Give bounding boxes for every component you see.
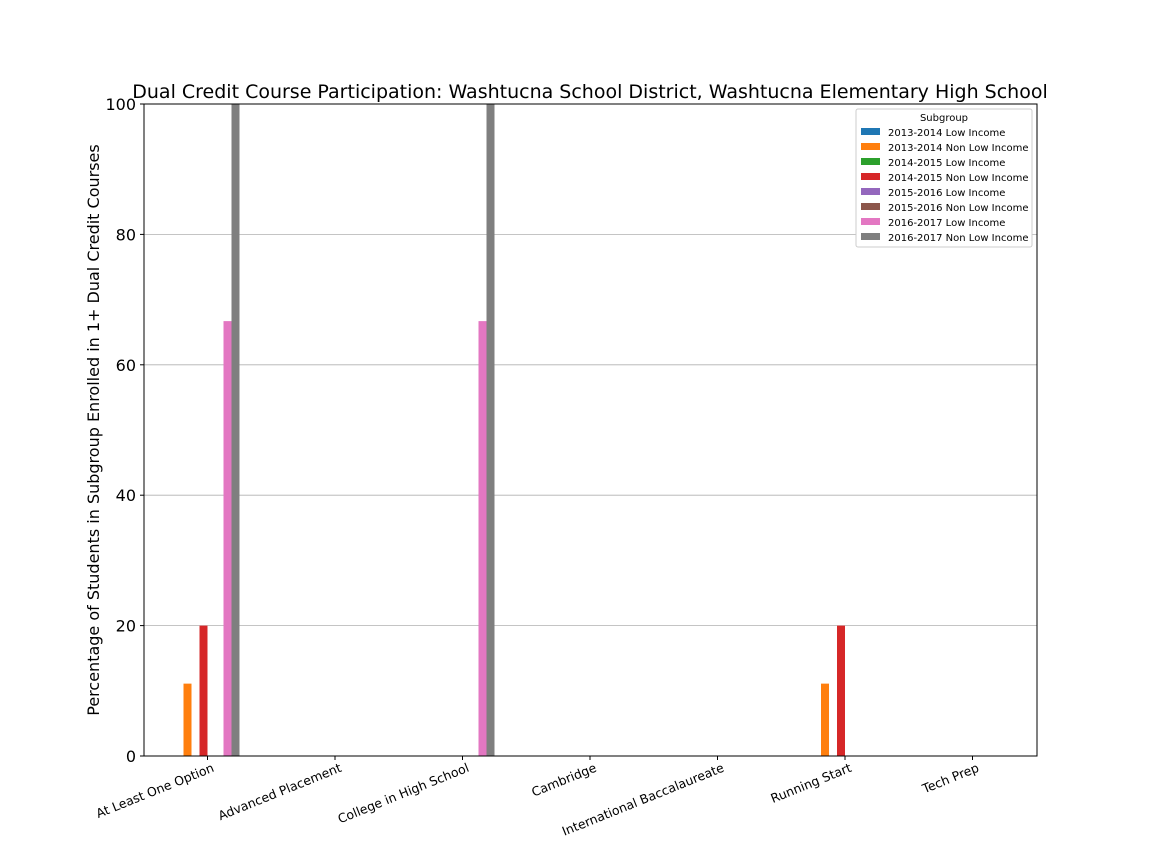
y-tick-label: 80 <box>116 225 136 244</box>
chart-title: Dual Credit Course Participation: Washtu… <box>132 81 1048 103</box>
x-tick-label: College in High School <box>335 760 471 826</box>
legend-swatch <box>861 233 880 240</box>
bar <box>199 625 208 756</box>
x-tick-label: Running Start <box>768 760 853 806</box>
x-tick-label: Advanced Placement <box>216 760 344 823</box>
legend-swatch <box>861 128 880 135</box>
bar <box>231 104 240 756</box>
legend-label: 2013-2014 Non Low Income <box>888 143 1028 154</box>
bar <box>837 625 845 756</box>
y-tick-label: 20 <box>116 617 136 636</box>
legend-label: 2014-2015 Non Low Income <box>888 173 1028 184</box>
legend-label: 2016-2017 Low Income <box>888 218 1005 229</box>
legend-swatch <box>861 203 880 210</box>
bar <box>223 321 232 756</box>
legend-label: 2016-2017 Non Low Income <box>888 233 1028 244</box>
legend-swatch <box>861 188 880 195</box>
legend-label: 2015-2016 Non Low Income <box>888 203 1028 214</box>
x-tick-label: At Least One Option <box>94 760 216 821</box>
legend-box <box>855 108 1033 248</box>
bar <box>821 683 829 756</box>
x-tick-label: Cambridge <box>529 760 599 800</box>
y-tick-label: 0 <box>126 747 136 766</box>
grid-lines <box>144 233 1037 626</box>
legend-label: 2015-2016 Low Income <box>888 188 1005 199</box>
legend-label: 2014-2015 Low Income <box>888 158 1005 169</box>
y-tick-label: 60 <box>116 356 136 375</box>
legend: Subgroup 2013-2014 Low Income 2013-2014 N… <box>855 108 1033 248</box>
bar <box>478 321 487 756</box>
legend-swatch <box>861 173 880 180</box>
y-tick-label: 100 <box>105 95 136 114</box>
y-axis-label: Percentage of Students in Subgroup Enrol… <box>84 144 103 715</box>
legend-swatch <box>861 143 880 150</box>
x-tick-label: Tech Prep <box>919 760 981 797</box>
bars <box>183 104 845 756</box>
legend-swatch <box>861 218 880 225</box>
bar <box>183 683 192 756</box>
bar <box>486 104 495 756</box>
x-axis: At Least One Option Advanced PlacementCol… <box>94 756 981 839</box>
legend-label: 2013-2014 Low Income <box>888 128 1005 139</box>
y-tick-label: 40 <box>116 486 136 505</box>
y-axis: 0 20 40 60 80 100 <box>105 95 144 766</box>
legend-items: 2013-2014 Low Income 2013-2014 Non Low In… <box>861 128 1028 244</box>
legend-title: Subgroup <box>920 113 968 124</box>
legend-swatch <box>861 158 880 165</box>
